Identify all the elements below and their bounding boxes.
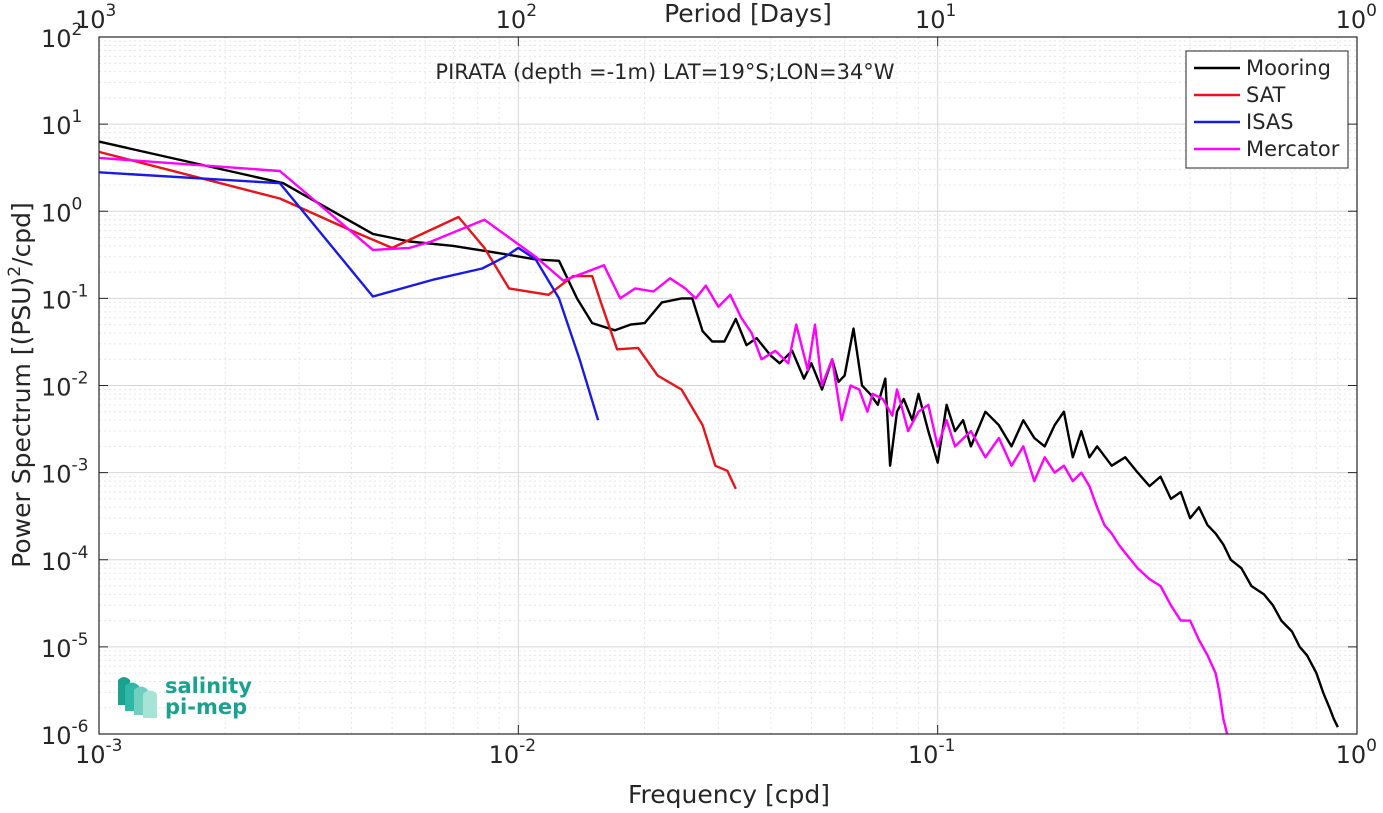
y-tick-label-base: 10 (41, 374, 72, 402)
y-tick-label-base: 10 (41, 461, 72, 489)
y-tick-label-base: 10 (41, 199, 72, 227)
x-tick-label-exponent: -1 (938, 736, 955, 756)
y-tick-label-base: 10 (41, 112, 72, 140)
x-tick-label: 10-1 (908, 736, 956, 769)
top-tick-label-base: 10 (915, 6, 946, 34)
y-tick-label: 10-5 (41, 630, 89, 663)
y-tick-label-base: 10 (41, 635, 72, 663)
y-tick-label: 101 (41, 107, 82, 140)
y-axis-title-main: Power Spectrum [(PSU) (7, 277, 36, 568)
series-line-mercator (98, 156, 1229, 735)
y-tick-label-exponent: 0 (72, 194, 83, 214)
y-tick-label-exponent: 2 (72, 20, 83, 40)
x-tick-label-base: 10 (75, 741, 106, 769)
y-tick-label: 100 (41, 194, 82, 227)
x-tick-label-exponent: -2 (519, 736, 536, 756)
legend-label-isas: ISAS (1246, 110, 1294, 134)
y-tick-label-exponent: 1 (72, 107, 83, 127)
legend-label-mercator: Mercator (1246, 137, 1340, 161)
y-tick-label: 10-4 (41, 543, 89, 576)
legend: Mooring SAT ISAS Mercator (1185, 50, 1349, 169)
y-axis-title: Power Spectrum [(PSU)2/cpd] (5, 202, 36, 568)
y-axis-title-superscript: 2 (5, 266, 25, 277)
top-tick-label-base: 10 (75, 6, 106, 34)
y-tick-label-base: 10 (41, 548, 72, 576)
top-axis-title: Period [Days] (664, 0, 832, 28)
top-tick-label: 102 (496, 1, 537, 34)
series-line-mooring (98, 140, 1339, 728)
grid (99, 37, 1357, 734)
x-axis-title: Frequency [cpd] (628, 780, 830, 809)
y-tick-label: 102 (41, 20, 82, 53)
chart-title: PIRATA (depth =-1m) LAT=19°S;LON=34°W (435, 60, 894, 84)
y-tick-label: 10-2 (41, 369, 89, 402)
y-tick-label-base: 10 (41, 722, 72, 750)
top-tick-label: 103 (75, 1, 116, 34)
y-tick-label: 10-6 (41, 717, 89, 750)
series-layer (98, 140, 1339, 735)
legend-items: Mooring SAT ISAS Mercator (1194, 56, 1340, 161)
x-tick-label: 100 (1336, 736, 1377, 769)
x-tick-label: 10-3 (75, 736, 123, 769)
y-axis-title-suffix: /cpd] (7, 202, 36, 266)
y-tick-label-exponent: -5 (72, 630, 89, 650)
y-tick-label: 10-1 (41, 281, 89, 314)
x-tick-label-base: 10 (489, 741, 520, 769)
y-tick-label-exponent: -3 (72, 456, 89, 476)
top-tick-label-exponent: 1 (946, 1, 957, 21)
x-tick-label-base: 10 (908, 741, 939, 769)
y-tick-label-exponent: -6 (72, 717, 89, 737)
salinity-pi-mep-logo: salinity pi-mep (118, 674, 252, 719)
top-tick-label-exponent: 0 (1366, 1, 1377, 21)
x-tick-label-exponent: -3 (106, 736, 123, 756)
y-tick-label-exponent: -2 (72, 369, 89, 389)
y-tick-label: 10-3 (41, 456, 89, 489)
top-tick-label-base: 10 (1336, 6, 1367, 34)
series-line-isas (98, 171, 600, 421)
top-tick-label: 101 (915, 1, 956, 34)
top-tick-label: 100 (1336, 1, 1377, 34)
x-tick-label-exponent: 0 (1366, 736, 1377, 756)
top-tick-label-exponent: 3 (106, 1, 117, 21)
y-tick-label-exponent: -1 (72, 281, 89, 301)
y-tick-label-exponent: -4 (72, 543, 89, 563)
y-tick-label-base: 10 (41, 25, 72, 53)
x-tick-label-base: 10 (1336, 741, 1367, 769)
logo-text-line2: pi-mep (165, 695, 247, 719)
legend-label-sat: SAT (1246, 83, 1285, 107)
top-tick-label-base: 10 (496, 6, 527, 34)
legend-label-mooring: Mooring (1246, 56, 1331, 80)
top-tick-label-exponent: 2 (526, 1, 537, 21)
logo-wave-mark-4 (143, 690, 157, 718)
logo-text-line1: salinity (165, 674, 252, 698)
x-tick-label: 10-2 (489, 736, 537, 769)
y-tick-label-base: 10 (41, 286, 72, 314)
